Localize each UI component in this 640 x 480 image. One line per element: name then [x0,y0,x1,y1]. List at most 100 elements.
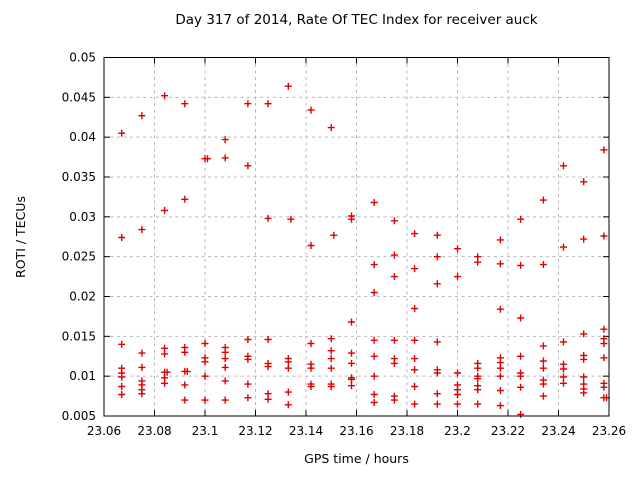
y-tick-label: 0.04 [69,130,96,144]
data-point [496,236,504,244]
data-point [284,401,292,409]
data-point [580,330,588,338]
x-tick-label: 23.12 [238,424,272,438]
data-point [118,129,126,137]
data-point [204,155,211,163]
data-point [284,364,292,372]
data-point [539,392,547,400]
data-point [474,258,482,266]
data-point [580,373,588,381]
data-point [307,383,315,390]
x-tick-label: 23.22 [491,424,525,438]
data-point [370,289,378,296]
x-axis-label: GPS time / hours [304,451,409,466]
data-point [264,363,272,371]
data-point [330,231,338,239]
data-point [539,364,547,372]
data-point [264,395,272,403]
data-point [600,383,608,391]
data-point [370,372,378,380]
data-point [244,100,252,108]
data-point [327,335,335,343]
data-point [264,214,272,222]
data-point [600,340,608,347]
data-point [560,243,567,251]
data-point [454,273,461,281]
data-point [161,207,169,214]
data-point [390,396,398,404]
data-point [560,162,567,170]
data-point [244,380,252,388]
data-point [284,82,292,90]
data-point [433,369,441,377]
grid-lines [103,57,610,417]
data-point [454,391,461,398]
data-point [411,383,419,390]
data-point [161,92,169,100]
data-point [370,352,378,360]
data-point [370,199,378,206]
y-tick-label: 0.015 [62,329,96,343]
y-tick-label: 0.025 [62,250,96,264]
x-tick-label: 23.2 [444,424,471,438]
data-point [183,367,191,375]
data-point [348,318,355,326]
data-point [390,251,398,259]
data-point [221,355,229,363]
data-point [163,368,171,376]
x-tick-label: 23.26 [592,424,626,438]
data-point [390,273,398,281]
data-point [517,410,525,418]
data-point [411,265,419,273]
data-point [517,314,525,322]
data-point [244,355,252,363]
data-point [560,379,567,387]
data-point [138,390,146,398]
x-tick-label: 23.14 [289,424,323,438]
data-point [411,400,419,408]
data-point [411,230,419,238]
data-point [307,340,315,347]
data-point [348,375,355,383]
data-point [264,336,272,343]
data-point [600,354,608,362]
data-point [517,215,525,223]
y-tick-label: 0.05 [69,51,96,65]
data-point [433,338,441,346]
data-point [221,396,229,404]
data-point [433,400,441,408]
data-point [517,261,525,269]
data-point [287,215,295,223]
data-point [539,342,547,350]
y-tick-label: 0.01 [69,369,96,383]
x-tick-label: 23.1 [192,424,219,438]
data-point [138,112,146,120]
data-point [390,336,398,344]
data-point [348,349,355,357]
data-point [348,382,355,390]
data-point [454,245,461,253]
x-tick-label: 23.06 [87,424,121,438]
data-point [138,349,146,357]
data-point [580,355,588,363]
y-tick-labels: 0.005 0.01 0.015 0.02 0.025 0.03 0.035 0.04 0.04… [62,51,96,424]
data-point [517,383,525,391]
data-point [181,348,189,356]
data-point [370,399,378,406]
data-point [327,347,335,355]
data-point [390,359,398,367]
data-point [181,195,189,203]
data-point [264,100,272,108]
y-tick-label: 0.035 [62,170,96,184]
x-tick-label: 23.24 [541,424,575,438]
data-point [118,383,126,390]
data-point [201,372,209,380]
plot-border [103,57,610,417]
data-point [327,124,335,132]
data-point [307,106,315,114]
data-point [600,325,608,333]
data-point [307,242,315,249]
data-point [539,357,547,365]
data-point [327,355,335,363]
